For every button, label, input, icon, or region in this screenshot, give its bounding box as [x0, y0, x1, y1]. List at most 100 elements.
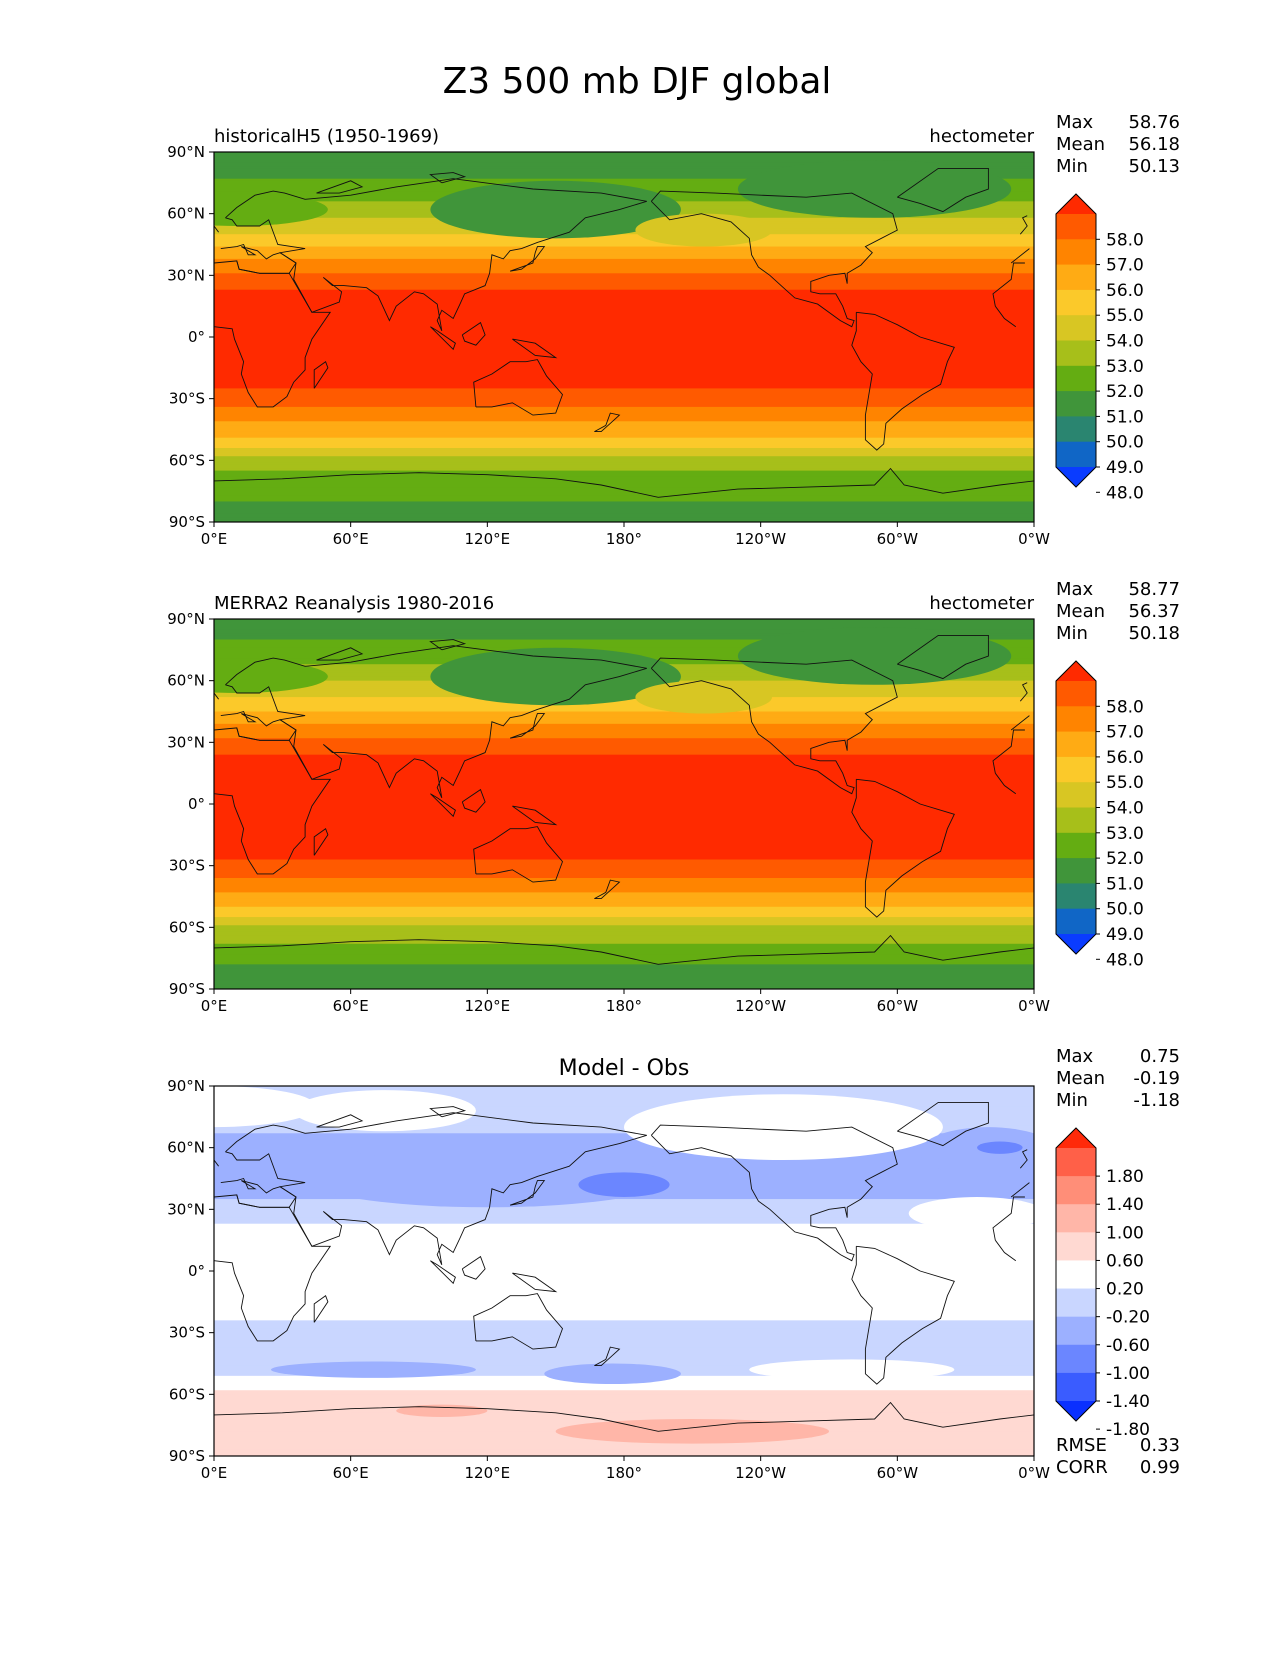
contour-band	[214, 246, 1034, 250]
contour-band	[214, 332, 1034, 336]
x-tick-label: 0°W	[1018, 997, 1050, 1015]
coastline	[897, 1101, 989, 1147]
contour-band	[214, 738, 1034, 741]
colorbar-segment	[1056, 1372, 1096, 1402]
contour-band	[214, 900, 1034, 904]
contour-band	[214, 501, 1034, 505]
x-tick-label: 0°W	[1018, 530, 1050, 548]
contour-band	[214, 1334, 1034, 1338]
colorbar-label: -1.00	[1106, 1364, 1150, 1384]
y-tick-label: 60°N	[167, 1139, 205, 1157]
contour-band	[214, 1213, 1034, 1217]
contour-band	[214, 470, 1034, 474]
x-tick-label: 0°E	[201, 530, 228, 548]
stat-value: 50.18	[1128, 623, 1180, 644]
contour-band	[214, 458, 1034, 461]
contour-band	[214, 1098, 1034, 1101]
contour-band	[214, 721, 1034, 725]
contour-band	[214, 629, 1034, 632]
contour-band	[214, 1445, 1034, 1449]
contour-band	[214, 845, 1034, 848]
contour-band	[214, 1147, 1034, 1151]
contour-band	[214, 248, 1034, 252]
y-tick-label: 60°N	[167, 672, 205, 690]
contour-band	[214, 1299, 1034, 1303]
y-tick-label: 0°	[188, 1262, 205, 1280]
contour-band	[214, 1293, 1034, 1297]
contour-band	[214, 341, 1034, 344]
contour-band	[214, 880, 1034, 883]
contour-field	[214, 1086, 1034, 1456]
contour-band	[214, 312, 1034, 315]
colorbar-label: 58.0	[1106, 697, 1144, 717]
y-tick-label: 0°	[188, 328, 205, 346]
contour-band	[214, 1340, 1034, 1344]
contour-band	[214, 1297, 1034, 1301]
contour-band	[214, 943, 1034, 947]
contour-band	[214, 295, 1034, 299]
contour-band	[214, 635, 1034, 639]
contour-band	[214, 351, 1034, 355]
coastline	[594, 412, 621, 433]
contour-band	[214, 705, 1034, 708]
coastline	[473, 826, 564, 883]
contour-band	[214, 236, 1034, 239]
contour-feature	[305, 1149, 670, 1208]
contour-band	[214, 437, 1034, 441]
contour-band	[214, 1412, 1034, 1416]
contour-band	[214, 156, 1034, 159]
y-tick-label: 60°N	[167, 205, 205, 223]
contour-band	[214, 427, 1034, 431]
contour-band	[214, 1215, 1034, 1219]
colorbar-label: 54.0	[1106, 799, 1144, 819]
x-tick-label: 60°E	[333, 1464, 369, 1482]
contour-feature	[544, 1363, 681, 1385]
y-tick-label: 30°N	[167, 733, 205, 751]
contour-band	[214, 1338, 1034, 1342]
contour-band	[214, 517, 1034, 521]
contour-band	[214, 1262, 1034, 1266]
contour-band	[214, 429, 1034, 433]
stat-label: Min	[1056, 156, 1088, 177]
contour-band	[214, 363, 1034, 367]
contour-band	[214, 912, 1034, 916]
stat-label: Mean	[1056, 601, 1105, 622]
colorbar-extend-bottom	[1056, 467, 1096, 487]
contour-band	[214, 888, 1034, 891]
contour-band	[214, 1199, 1034, 1202]
contour-band	[214, 495, 1034, 498]
colorbar-label: 51.0	[1106, 407, 1144, 427]
contour-band	[214, 1275, 1034, 1278]
contour-band	[214, 781, 1034, 785]
y-tick-label: 60°S	[169, 451, 205, 469]
contour-band	[214, 454, 1034, 457]
contour-band	[214, 302, 1034, 305]
contour-band	[214, 806, 1034, 809]
contour-band	[214, 767, 1034, 770]
coastline	[594, 1346, 621, 1367]
contour-band	[214, 1256, 1034, 1260]
contour-band	[214, 411, 1034, 414]
contour-band	[214, 1322, 1034, 1326]
contour-band	[214, 1143, 1034, 1147]
contour-band	[214, 980, 1034, 984]
contour-band	[214, 1351, 1034, 1354]
x-tick-label: 60°W	[877, 530, 919, 548]
contour-band	[214, 485, 1034, 488]
contour-band	[214, 279, 1034, 283]
contour-feature	[624, 1094, 943, 1160]
colorbar-segment	[1056, 883, 1096, 910]
coastline	[992, 1196, 1025, 1241]
contour-band	[214, 417, 1034, 420]
x-tick-label: 180°	[606, 530, 642, 548]
contour-band	[214, 1238, 1034, 1241]
contour-band	[214, 376, 1034, 379]
contour-band	[214, 515, 1034, 519]
contour-band	[214, 304, 1034, 307]
stat-value: 50.13	[1128, 156, 1180, 177]
contour-band	[214, 855, 1034, 859]
contour-band	[214, 818, 1034, 822]
contour-band	[214, 505, 1034, 509]
contour-band	[214, 713, 1034, 717]
contour-band	[214, 423, 1034, 426]
